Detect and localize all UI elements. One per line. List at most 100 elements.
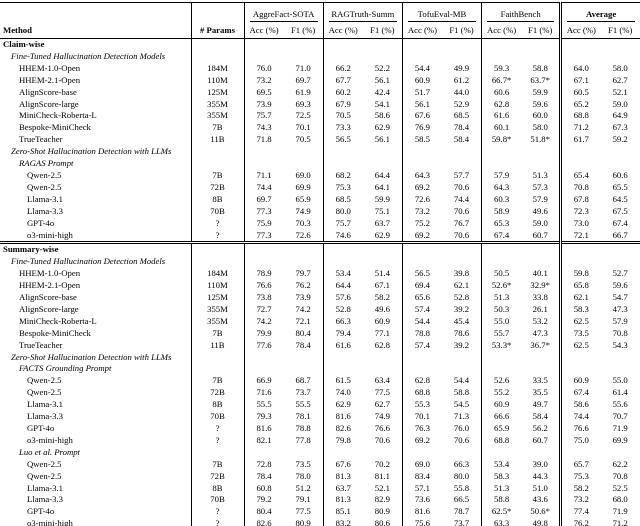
value-cell bbox=[243, 363, 284, 376]
value-cell bbox=[521, 146, 561, 158]
table-row: GPT-4o? 81.6 78.8 82.6 76.6 76.3 76.0 65.9 56.2 7… bbox=[0, 423, 640, 435]
group-header-label: RAGTruth-Summ bbox=[328, 9, 397, 22]
value-cell: 47.3 bbox=[532, 327, 548, 338]
method-cell: GPT-4o bbox=[27, 423, 55, 433]
value-cell: 77.5 bbox=[295, 506, 311, 517]
metric-column-header: F1 (%) bbox=[521, 22, 561, 39]
value-cell: 69.7 bbox=[243, 193, 284, 206]
value-cell bbox=[481, 158, 522, 170]
value-cell bbox=[442, 39, 482, 51]
value-cell: 74.4 bbox=[453, 193, 470, 204]
value-cell: 76.6 bbox=[243, 280, 284, 293]
value-cell: 76.9 bbox=[401, 122, 442, 135]
value-cell: 61.9 bbox=[295, 86, 311, 97]
value-cell: 57.9 bbox=[612, 315, 628, 326]
table-row: RAGAS Prompt bbox=[0, 158, 640, 170]
value-cell: 67.5 bbox=[612, 205, 628, 216]
value-cell bbox=[401, 38, 442, 51]
group-header-label: FaithBench bbox=[487, 9, 555, 22]
group-header-tofueval-mb: TofuEval-MB bbox=[401, 2, 482, 22]
value-cell: 56.2 bbox=[532, 423, 548, 433]
value-cell: 36.7* bbox=[530, 339, 550, 350]
value-cell: 65.4 bbox=[559, 169, 601, 182]
value-cell: 64.3 bbox=[481, 181, 522, 194]
value-cell: 70.6 bbox=[453, 205, 470, 216]
value-cell bbox=[363, 51, 403, 63]
value-cell: 82.1 bbox=[243, 434, 284, 447]
value-cell: 50.6* bbox=[530, 506, 550, 517]
value-cell: 69.0 bbox=[295, 169, 311, 180]
params-cell: 355M bbox=[190, 110, 244, 123]
value-cell: 39.0 bbox=[532, 458, 548, 469]
value-cell: 80.0 bbox=[453, 470, 470, 481]
value-cell: 82.6 bbox=[322, 423, 363, 435]
table-row: o3-mini-high? 82.1 77.8 79.8 70.6 69.2 70.6 68.… bbox=[0, 434, 640, 447]
value-cell: 62.5* bbox=[481, 506, 522, 519]
value-cell bbox=[284, 256, 324, 268]
params-cell: 72B bbox=[190, 181, 244, 194]
params-cell: 125M bbox=[190, 292, 244, 304]
value-cell bbox=[600, 51, 640, 63]
value-cell: 50.5 bbox=[481, 268, 522, 281]
value-cell: 62.8 bbox=[401, 375, 442, 388]
method-cell: GPT-4o bbox=[27, 506, 55, 517]
value-cell: 61.6 bbox=[322, 339, 363, 352]
value-cell: 64.3 bbox=[401, 169, 442, 182]
value-cell bbox=[600, 447, 640, 459]
value-cell: 59.2 bbox=[612, 134, 628, 145]
value-cell: 62.8 bbox=[481, 98, 522, 111]
value-cell: 65.8 bbox=[559, 280, 601, 293]
value-cell: 65.9 bbox=[481, 423, 522, 435]
value-cell: 70.1 bbox=[295, 122, 311, 133]
value-cell: 33.8 bbox=[532, 292, 548, 303]
method-cell: GPT-4o bbox=[27, 217, 55, 228]
value-cell bbox=[363, 256, 403, 268]
table-row: Qwen-2.5 7B 71.1 69.0 68.2 64.4 64.3 57.7 57.9 51… bbox=[0, 169, 640, 182]
value-cell: 54.4 bbox=[453, 375, 470, 386]
value-cell: 79.1 bbox=[295, 494, 311, 505]
value-cell: 80.9 bbox=[374, 506, 390, 517]
value-cell bbox=[322, 351, 363, 364]
method-cell: Qwen-2.5 bbox=[27, 375, 62, 386]
value-cell: 68.5 bbox=[453, 110, 470, 121]
value-cell: 73.2 bbox=[559, 494, 601, 507]
value-cell: 70.5 bbox=[295, 134, 311, 145]
table-row: Llama-3.3 70B 77.3 74.9 80.0 75.1 73.2 70.6 58.9… bbox=[0, 205, 640, 218]
value-cell: 67.7 bbox=[322, 74, 363, 87]
value-cell: 62.2 bbox=[612, 458, 628, 469]
value-cell: 47.3 bbox=[612, 303, 628, 314]
value-cell: 74.0 bbox=[322, 387, 363, 400]
value-cell: 73.7 bbox=[295, 387, 311, 398]
value-cell bbox=[284, 447, 324, 459]
value-cell: 77.8 bbox=[295, 434, 311, 445]
method-cell: HHEM-1.0-Open bbox=[19, 62, 81, 73]
value-cell: 81.6 bbox=[401, 506, 442, 519]
value-cell: 39.2 bbox=[453, 339, 470, 350]
value-cell: 67.6 bbox=[401, 110, 442, 123]
value-cell: 74.9 bbox=[374, 411, 390, 422]
params-cell: 70B bbox=[190, 205, 244, 218]
value-cell: 53.3* bbox=[481, 339, 522, 352]
value-cell: 74.6 bbox=[322, 229, 363, 243]
table-row: o3-mini-high? 77.3 72.6 74.6 62.9 69.2 70.6 67.… bbox=[0, 229, 640, 243]
value-cell bbox=[243, 256, 284, 269]
value-cell: 67.4 bbox=[559, 387, 601, 400]
value-cell: 74.3 bbox=[243, 122, 284, 135]
value-cell bbox=[284, 363, 324, 375]
value-cell: 70.7 bbox=[612, 411, 628, 422]
value-cell bbox=[243, 146, 284, 159]
value-cell: 50.3 bbox=[481, 303, 522, 316]
value-cell: 62.7 bbox=[374, 399, 390, 410]
table-row: AlignScore-large 355M 72.7 74.2 52.8 49.6 57.4… bbox=[0, 303, 640, 316]
value-cell bbox=[243, 50, 284, 63]
table-row: Bespoke-MiniCheck 7B 79.9 80.4 79.4 77.1 78.8 7… bbox=[0, 327, 640, 340]
value-cell bbox=[322, 38, 363, 51]
value-cell bbox=[363, 39, 403, 51]
method-cell: Qwen-2.5 bbox=[27, 387, 62, 398]
value-cell: 42.4 bbox=[374, 86, 390, 97]
value-cell: 69.2 bbox=[401, 181, 442, 194]
value-cell bbox=[481, 241, 522, 257]
table-row: FACTS Grounding Prompt bbox=[0, 363, 640, 376]
value-cell: 26.1 bbox=[532, 303, 548, 314]
value-cell: 76.0 bbox=[243, 62, 284, 75]
